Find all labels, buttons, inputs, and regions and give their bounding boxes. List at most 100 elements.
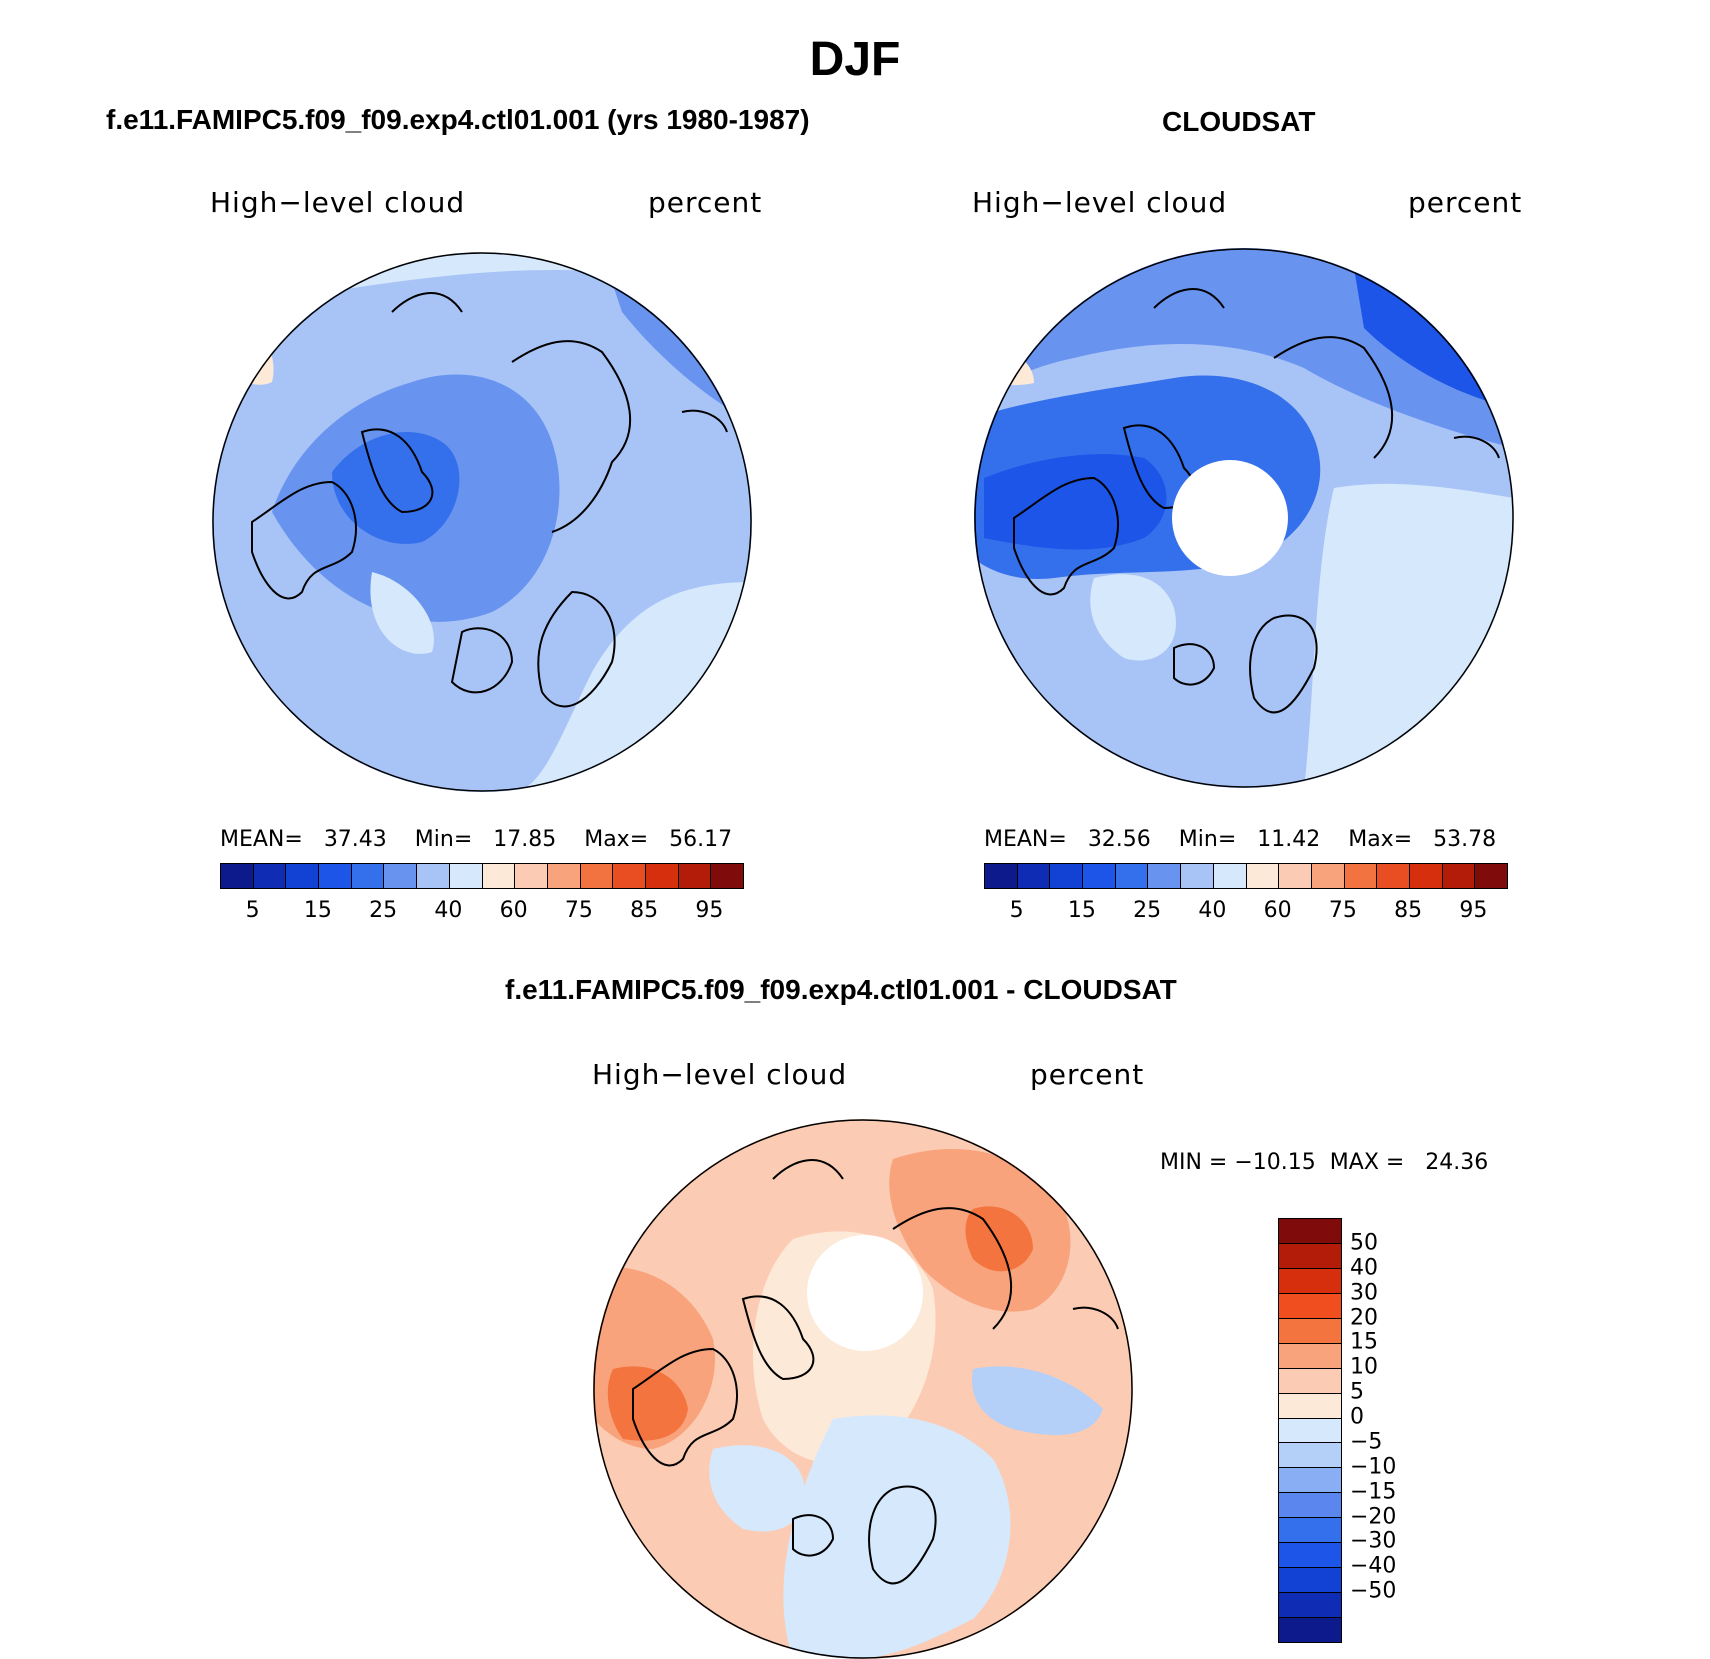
panel1-variable: High−level cloud	[210, 186, 466, 219]
mean-label: MEAN=	[984, 827, 1067, 852]
colorbar-swatch	[580, 864, 614, 888]
colorbar-tick-label: −5	[1350, 1429, 1383, 1455]
colorbar-tick-label: 95	[695, 898, 724, 923]
colorbar-swatch	[678, 864, 712, 888]
colorbar-tick-label: −15	[1350, 1479, 1397, 1505]
contour-band	[332, 432, 460, 544]
colorbar-tick-label: 40	[434, 898, 463, 923]
colorbar-swatch	[1279, 1393, 1341, 1419]
colorbar-tick-label: 20	[1350, 1305, 1378, 1331]
colorbar-swatch	[286, 864, 320, 888]
colorbar-swatch	[384, 864, 418, 888]
contour-band	[972, 1366, 1103, 1435]
colorbar-swatch	[1279, 1518, 1341, 1544]
colorbar-tick-label: 25	[369, 898, 398, 923]
colorbar-swatch	[1279, 1593, 1341, 1618]
panel1-units: percent	[648, 186, 763, 219]
mean-value: 32.56	[1087, 827, 1151, 852]
colorbar-swatch	[1409, 864, 1443, 888]
colorbar-tick-label: 60	[499, 898, 528, 923]
colorbar-swatch	[1279, 1268, 1341, 1294]
coastline	[251, 292, 728, 708]
colorbar-swatch	[449, 864, 483, 888]
colorbar-tick-label: 5	[1009, 898, 1024, 923]
contour-band	[783, 1415, 1011, 1659]
panel3-colorbar	[1278, 1218, 1342, 1643]
colorbar-swatch	[1148, 864, 1182, 888]
max-value: 53.78	[1433, 827, 1497, 852]
panel1-stats: MEAN= 37.43 Min= 17.85 Max= 56.17	[220, 827, 732, 852]
panel3-map	[593, 1119, 1133, 1659]
colorbar-swatch	[1279, 1468, 1341, 1494]
contour-band	[984, 454, 1167, 550]
colorbar-swatch	[1279, 1219, 1341, 1244]
panel2-colorbar-ticks: 5 15 25 40 60 75 85 95	[984, 898, 1506, 928]
colorbar-swatch	[1246, 864, 1280, 888]
colorbar-tick-label: −50	[1350, 1578, 1397, 1604]
panel3-colorbar-ticks: 50 40 30 20 15 10 5 0 −5 −10 −15 −20 −30 −40 −50	[1350, 1218, 1430, 1641]
colorbar-swatch	[417, 864, 450, 888]
colorbar-tick-label: 40	[1350, 1255, 1378, 1281]
colorbar-tick-label: 75	[564, 898, 593, 923]
polar-data-gap	[1172, 460, 1288, 576]
colorbar-swatch	[253, 864, 287, 888]
colorbar-tick-label: −20	[1350, 1504, 1397, 1530]
colorbar-swatch	[1050, 864, 1084, 888]
colorbar-tick-label: 50	[1350, 1230, 1378, 1256]
contour-band	[709, 1445, 805, 1532]
panel1-title: f.e11.FAMIPC5.f09_f09.exp4.ctl01.001 (yr…	[106, 104, 810, 135]
colorbar-swatch	[482, 864, 516, 888]
max-value: 56.17	[669, 827, 733, 852]
colorbar-tick-label: 95	[1459, 898, 1488, 923]
colorbar-tick-label: 85	[1394, 898, 1423, 923]
max-label: Max=	[1348, 827, 1413, 852]
page-title: DJF	[809, 33, 901, 86]
panel2-stats: MEAN= 32.56 Min= 11.42 Max= 53.78	[984, 827, 1496, 852]
panel2-map	[974, 248, 1514, 788]
colorbar-tick-label: 10	[1350, 1354, 1378, 1380]
colorbar-swatch	[1279, 1618, 1341, 1642]
panel2-variable: High−level cloud	[972, 186, 1228, 219]
max-label: Max=	[584, 827, 649, 852]
colorbar-swatch	[1475, 864, 1507, 888]
colorbar-swatch	[985, 864, 1018, 888]
min-value: −10.15	[1234, 1150, 1316, 1175]
polar-data-gap	[807, 1235, 923, 1351]
colorbar-swatch	[711, 864, 743, 888]
colorbar-swatch	[1115, 864, 1149, 888]
colorbar-swatch	[1279, 1293, 1341, 1319]
colorbar-swatch	[1442, 864, 1476, 888]
colorbar-swatch	[1279, 1493, 1341, 1519]
colorbar-swatch	[1181, 864, 1214, 888]
panel2-colorbar	[984, 863, 1508, 889]
colorbar-tick-label: 75	[1328, 898, 1357, 923]
mean-value: 37.43	[323, 827, 387, 852]
colorbar-swatch	[1279, 1543, 1341, 1569]
colorbar-tick-label: 40	[1198, 898, 1227, 923]
colorbar-tick-label: 5	[245, 898, 260, 923]
contour-band	[1090, 574, 1176, 661]
colorbar-swatch	[1311, 864, 1345, 888]
colorbar-swatch	[1279, 1568, 1341, 1594]
panel3-units: percent	[1030, 1058, 1145, 1091]
min-value: 11.42	[1257, 827, 1321, 852]
colorbar-swatch	[319, 864, 352, 888]
colorbar-tick-label: 25	[1133, 898, 1162, 923]
contour-band	[370, 572, 434, 654]
colorbar-tick-label: 5	[1350, 1379, 1364, 1405]
colorbar-tick-label: 15	[1350, 1329, 1378, 1355]
mean-label: MEAN=	[220, 827, 303, 852]
contour-band	[965, 1206, 1033, 1272]
colorbar-tick-label: 30	[1350, 1280, 1378, 1306]
colorbar-swatch	[351, 864, 385, 888]
contour-band	[212, 302, 274, 385]
colorbar-swatch	[1213, 864, 1247, 888]
panel1-colorbar	[220, 863, 744, 889]
panel2-units: percent	[1408, 186, 1523, 219]
colorbar-swatch	[1279, 1418, 1341, 1444]
max-value: 24.36	[1425, 1150, 1489, 1175]
colorbar-swatch	[1017, 864, 1051, 888]
contour-band	[1304, 483, 1514, 788]
colorbar-swatch	[1279, 1343, 1341, 1369]
colorbar-tick-label: −10	[1350, 1454, 1397, 1480]
